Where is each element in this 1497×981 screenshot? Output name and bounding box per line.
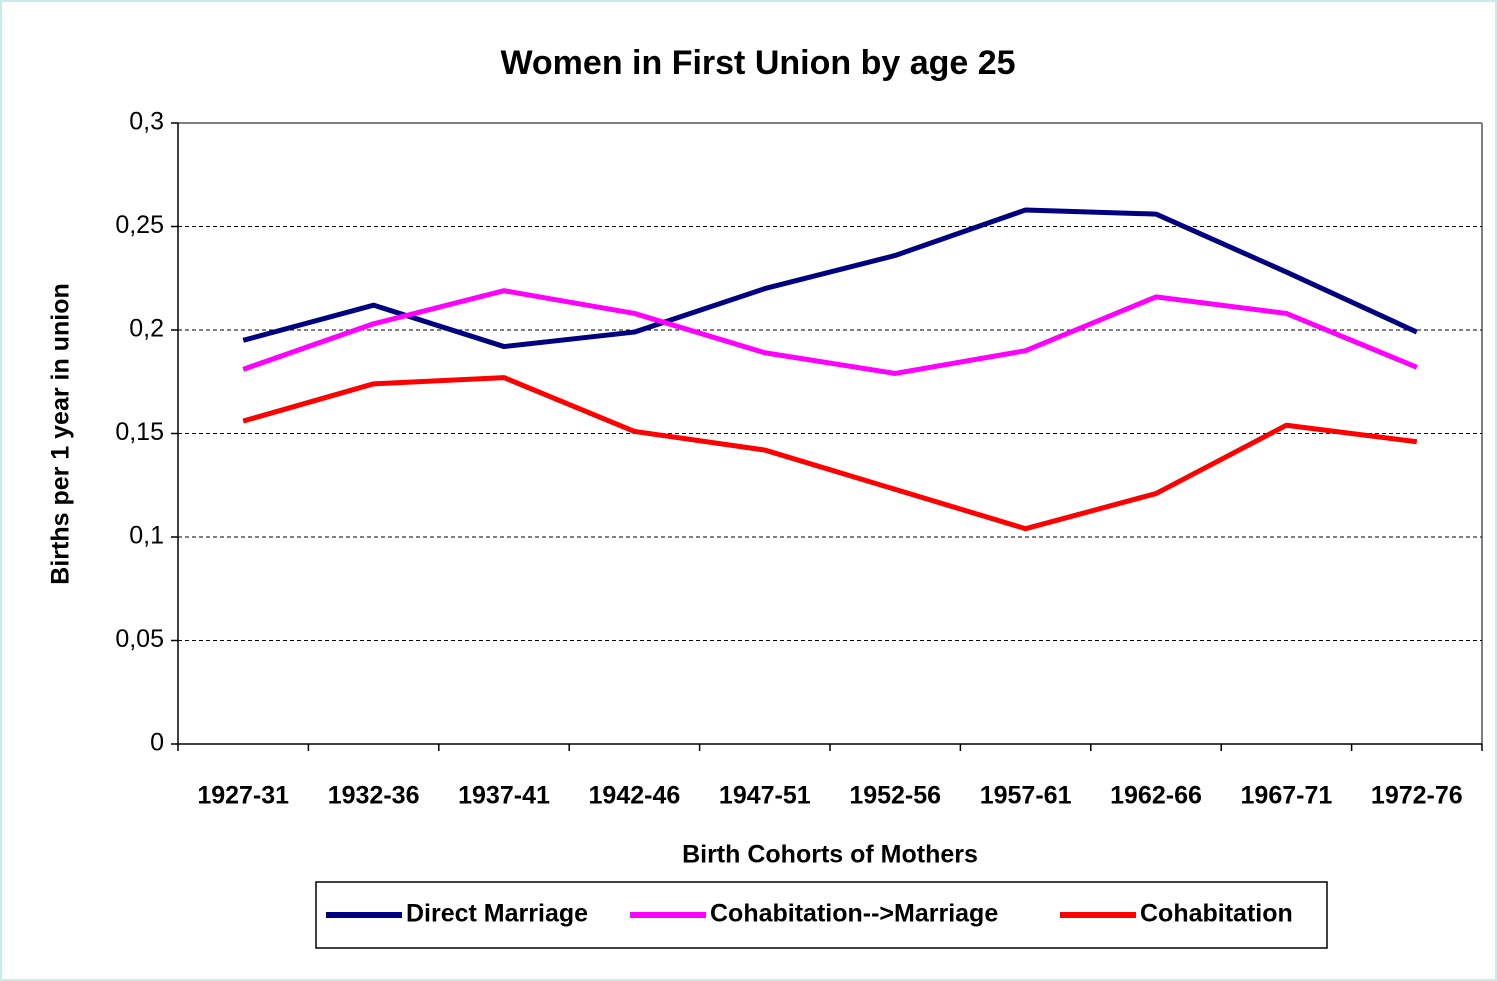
chart-title: Women in First Union by age 25 bbox=[500, 44, 1015, 82]
x-tick-label: 1972-76 bbox=[1371, 782, 1463, 810]
x-tick-label: 1927-31 bbox=[197, 782, 289, 810]
y-tick-label: 0,05 bbox=[115, 625, 164, 653]
x-tick-label: 1952-56 bbox=[849, 782, 941, 810]
x-tick-label: 1932-36 bbox=[328, 782, 420, 810]
x-tick-label: 1937-41 bbox=[458, 782, 550, 810]
series-line bbox=[242, 288, 1418, 376]
y-tick-label: 0 bbox=[150, 729, 164, 757]
legend-label: Direct Marriage bbox=[406, 900, 588, 928]
series-line bbox=[242, 375, 1418, 532]
x-axis-title: Birth Cohorts of Mothers bbox=[682, 841, 978, 869]
x-tick-label: 1942-46 bbox=[589, 782, 681, 810]
x-tick-label: 1962-66 bbox=[1110, 782, 1202, 810]
series-line bbox=[242, 207, 1418, 350]
y-tick-label: 0,3 bbox=[129, 108, 164, 136]
x-tick-label: 1947-51 bbox=[719, 782, 811, 810]
legend-label: Cohabitation bbox=[1140, 900, 1293, 928]
legend-label: Cohabitation-->Marriage bbox=[710, 900, 998, 928]
x-tick-label: 1967-71 bbox=[1241, 782, 1333, 810]
x-tick-label: 1957-61 bbox=[980, 782, 1072, 810]
y-tick-label: 0,15 bbox=[115, 418, 164, 446]
y-axis-title: Births per 1 year in union bbox=[47, 283, 75, 584]
y-tick-label: 0,2 bbox=[129, 315, 164, 343]
y-tick-label: 0,1 bbox=[129, 522, 164, 550]
y-tick-label: 0,25 bbox=[115, 211, 164, 239]
legend-box bbox=[315, 881, 1328, 949]
